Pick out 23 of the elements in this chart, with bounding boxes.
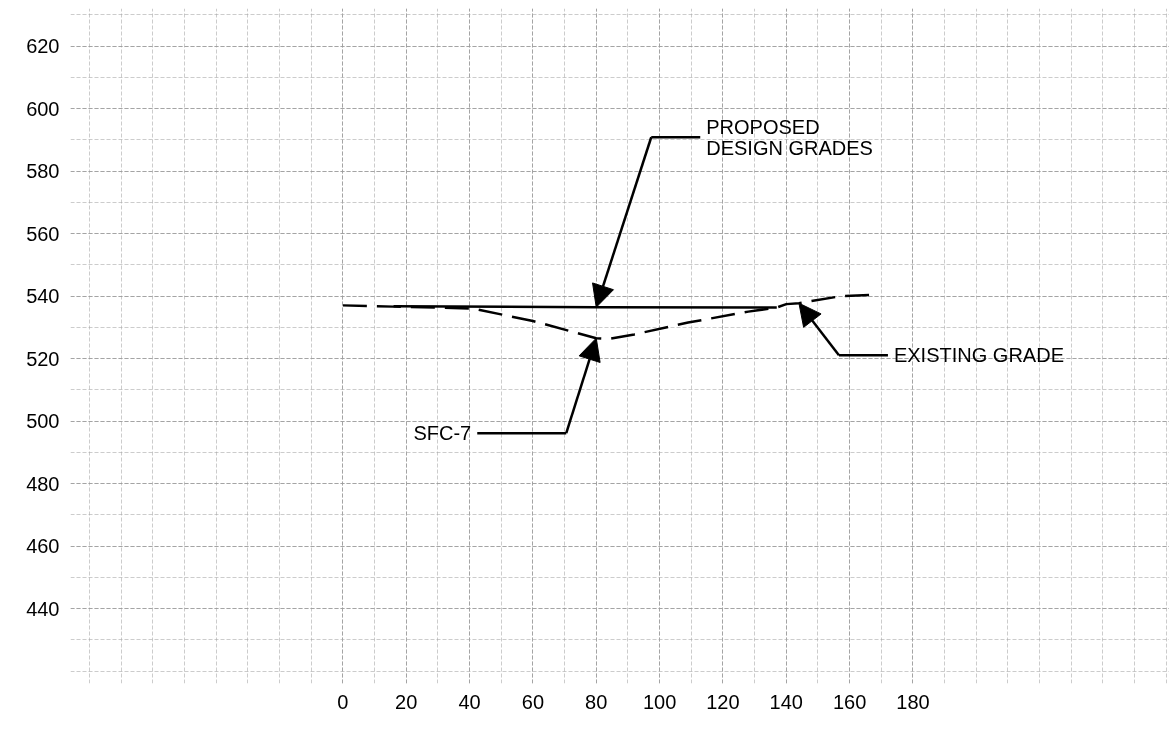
x-tick-label: 120: [706, 690, 740, 713]
x-tick-label: 40: [458, 690, 481, 713]
y-tick-label: 520: [26, 347, 60, 370]
x-tick-label: 0: [337, 690, 349, 713]
y-tick-label: 500: [26, 410, 60, 432]
x-tick-label: 100: [642, 690, 677, 713]
y-tick-label: 540: [26, 285, 60, 307]
x-tick-label: 20: [395, 690, 418, 713]
y-tick-label: 480: [26, 472, 60, 495]
y-tick-label: 560: [26, 222, 60, 245]
x-tick-label: 180: [896, 690, 930, 713]
x-tick-label: 60: [521, 690, 545, 713]
y-tick-label: 620: [26, 35, 60, 57]
y-tick-label: 580: [26, 160, 60, 182]
annotation: SFC-7: [413, 422, 472, 445]
x-tick-label: 80: [585, 690, 608, 713]
y-tick-label: 600: [26, 97, 60, 120]
x-tick-label: 160: [832, 690, 867, 713]
annotation: EXISTING GRADE: [893, 344, 1064, 367]
annotation: PROPOSED DESIGN GRADES: [706, 115, 873, 159]
y-tick-label: 460: [26, 535, 60, 557]
x-tick-label: 140: [769, 690, 803, 713]
y-tick-label: 440: [26, 597, 60, 620]
